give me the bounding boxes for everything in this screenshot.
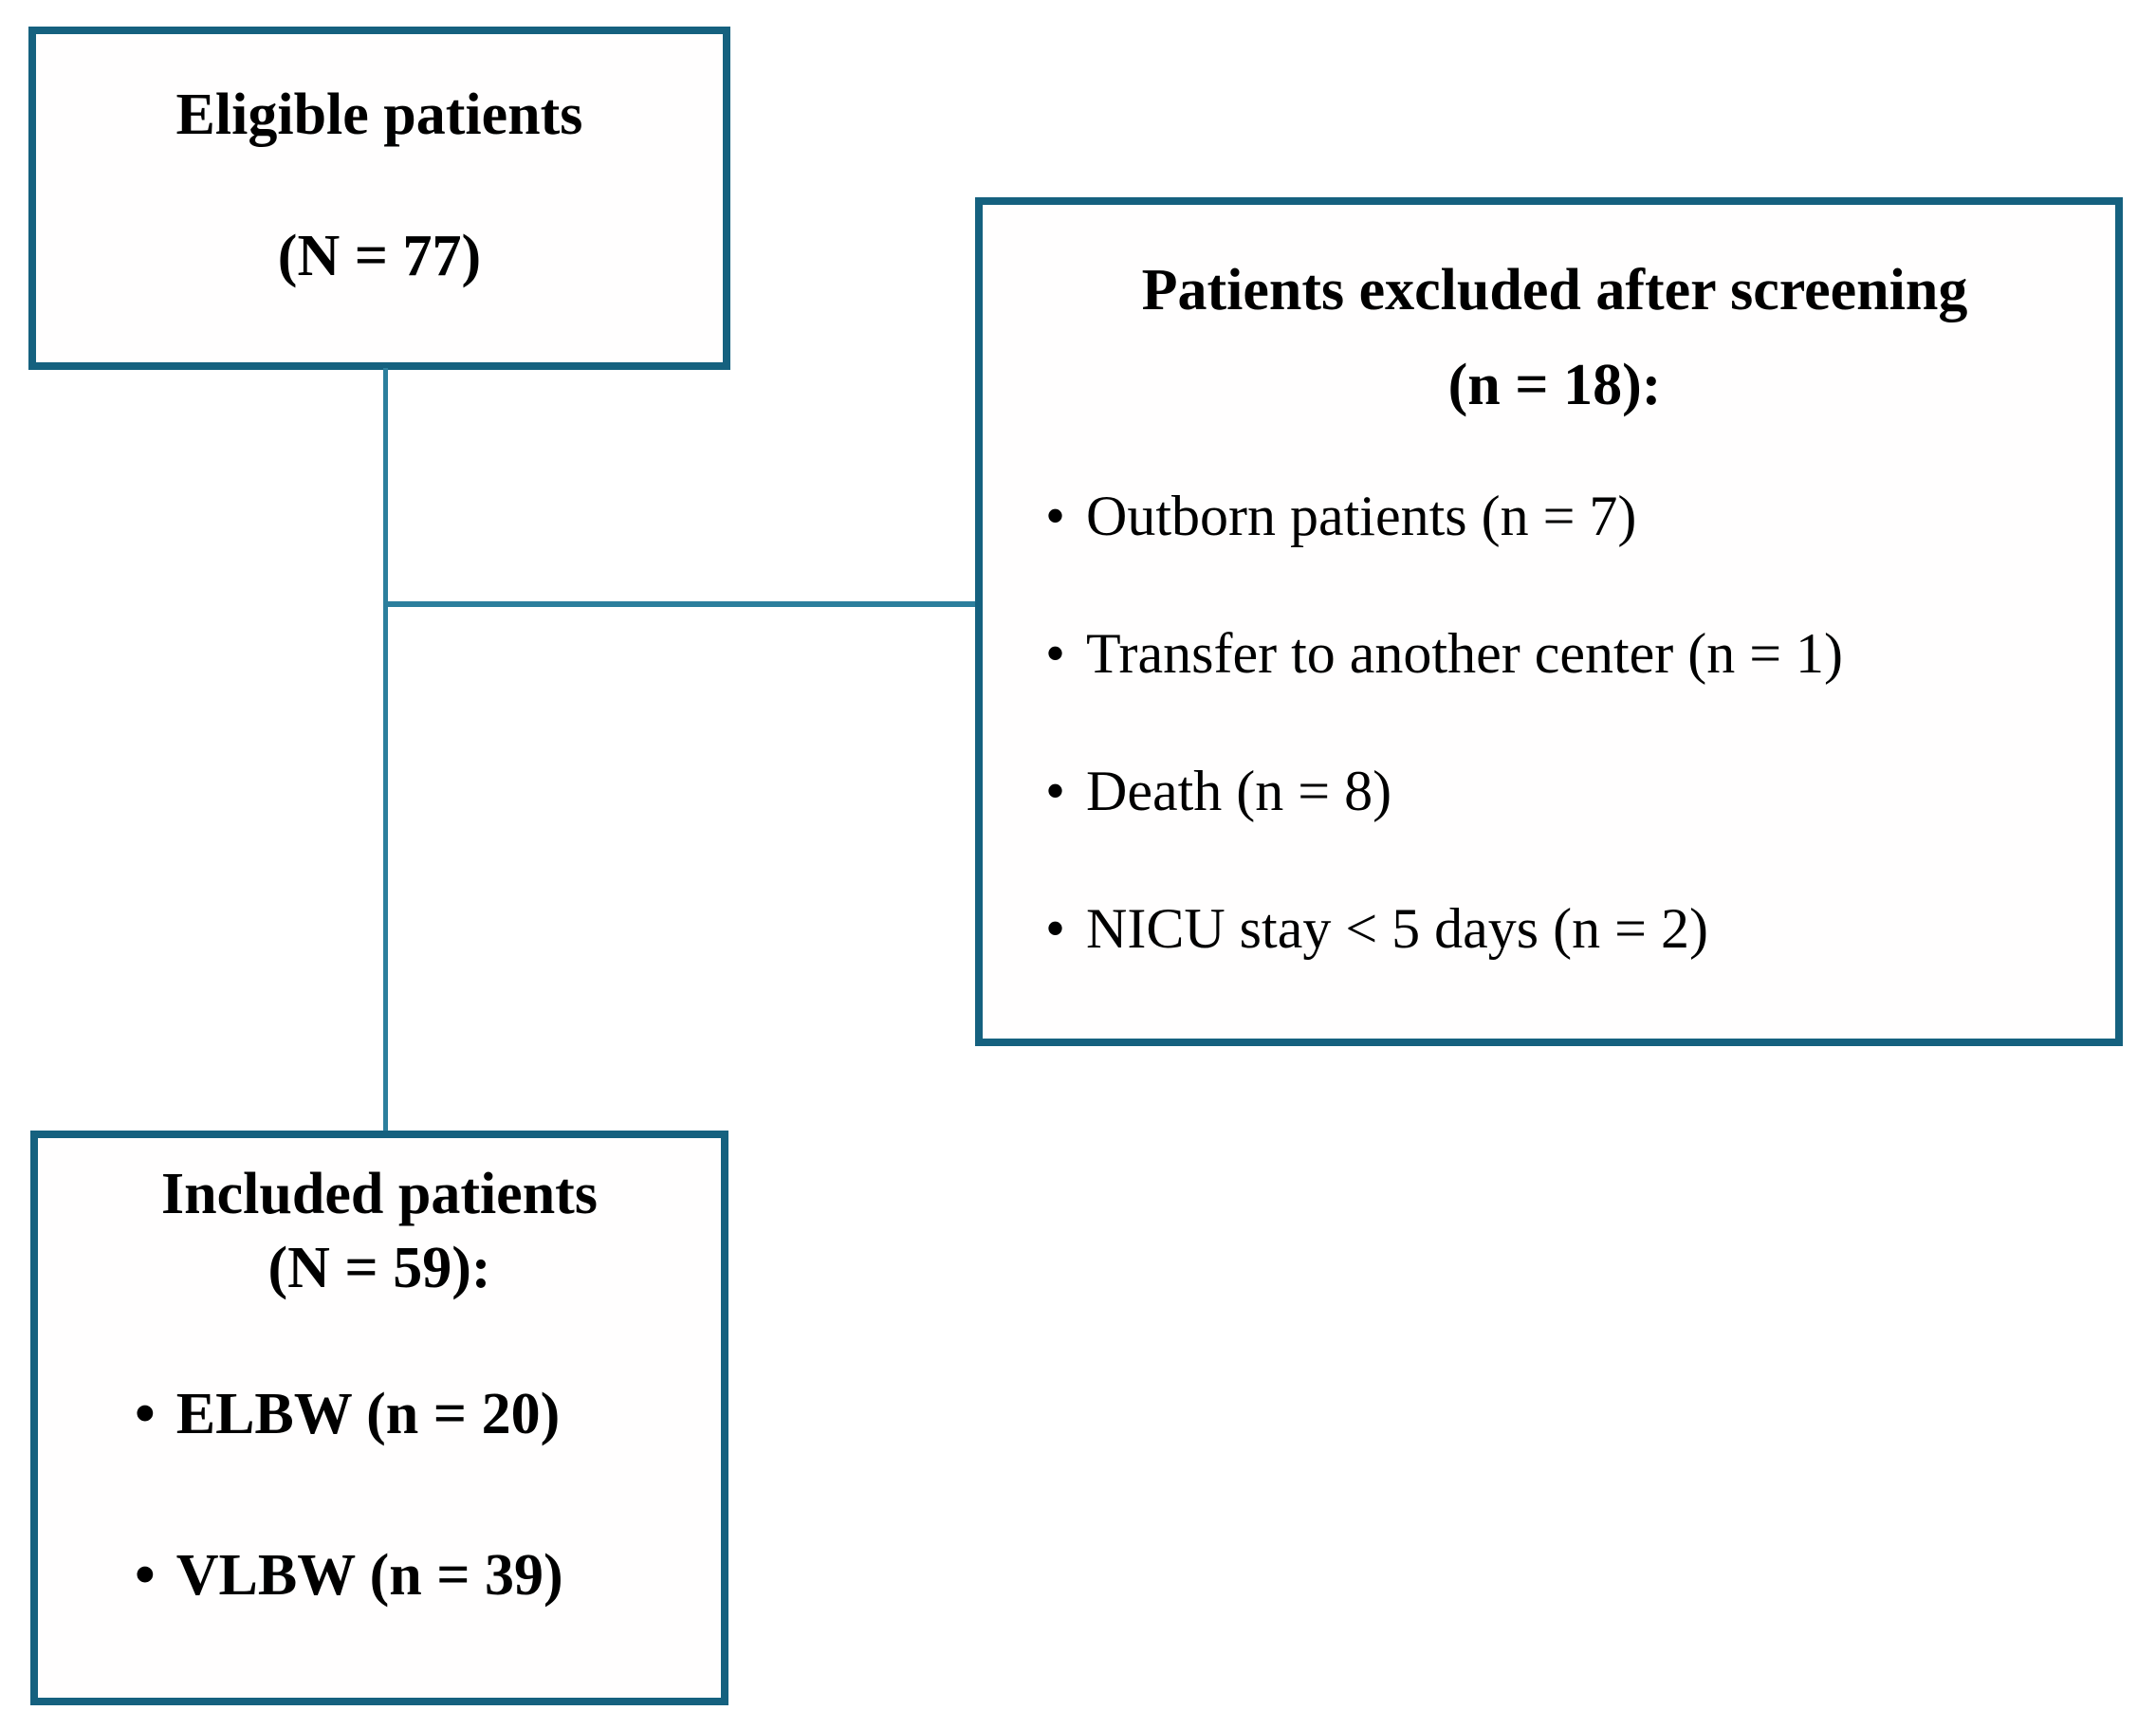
eligible-patients-title: Eligible patients [175, 83, 583, 147]
connector-vertical-line [383, 368, 388, 1132]
bullet-icon: • [135, 1382, 156, 1447]
included-groups-list: • ELBW (n = 20) • VLBW (n = 39) [57, 1381, 702, 1609]
excluded-patients-title: Patients excluded after screening [1141, 258, 1968, 322]
excluded-reason-item: • NICU stay < 5 days (n = 2) [1045, 895, 2077, 962]
included-patients-box: Included patients (N = 59): • ELBW (n = 2… [30, 1131, 728, 1705]
connector-horizontal-line [385, 601, 985, 607]
excluded-reason-item: • Outborn patients (n = 7) [1045, 483, 2077, 549]
bullet-icon: • [1045, 896, 1066, 960]
excluded-reason-item: • Death (n = 8) [1045, 758, 2077, 824]
excluded-reasons-list: • Outborn patients (n = 7) • Transfer to a… [1032, 483, 2077, 962]
bullet-icon: • [1045, 759, 1066, 822]
included-group-item: • VLBW (n = 39) [135, 1542, 702, 1609]
excluded-patients-box: Patients excluded after screening (n = 1… [975, 197, 2123, 1046]
excluded-reason-label: Transfer to another center (n = 1) [1086, 621, 1844, 685]
excluded-reason-label: Death (n = 8) [1086, 759, 1392, 822]
excluded-reason-label: Outborn patients (n = 7) [1086, 484, 1637, 547]
bullet-icon: • [135, 1543, 156, 1609]
included-group-item: • ELBW (n = 20) [135, 1381, 702, 1447]
included-group-label: VLBW (n = 39) [175, 1543, 563, 1609]
excluded-patients-count: (n = 18): [1447, 353, 1662, 418]
bullet-icon: • [1045, 621, 1066, 685]
excluded-reason-item: • Transfer to another center (n = 1) [1045, 620, 2077, 687]
included-patients-title: Included patients [161, 1162, 598, 1226]
eligible-patients-box: Eligible patients (N = 77) [28, 27, 730, 370]
included-patients-count: (N = 59): [267, 1236, 491, 1301]
excluded-reason-label: NICU stay < 5 days (n = 2) [1086, 896, 1708, 960]
included-group-label: ELBW (n = 20) [175, 1382, 561, 1447]
bullet-icon: • [1045, 484, 1066, 547]
eligible-patients-count: (N = 77) [277, 224, 482, 289]
